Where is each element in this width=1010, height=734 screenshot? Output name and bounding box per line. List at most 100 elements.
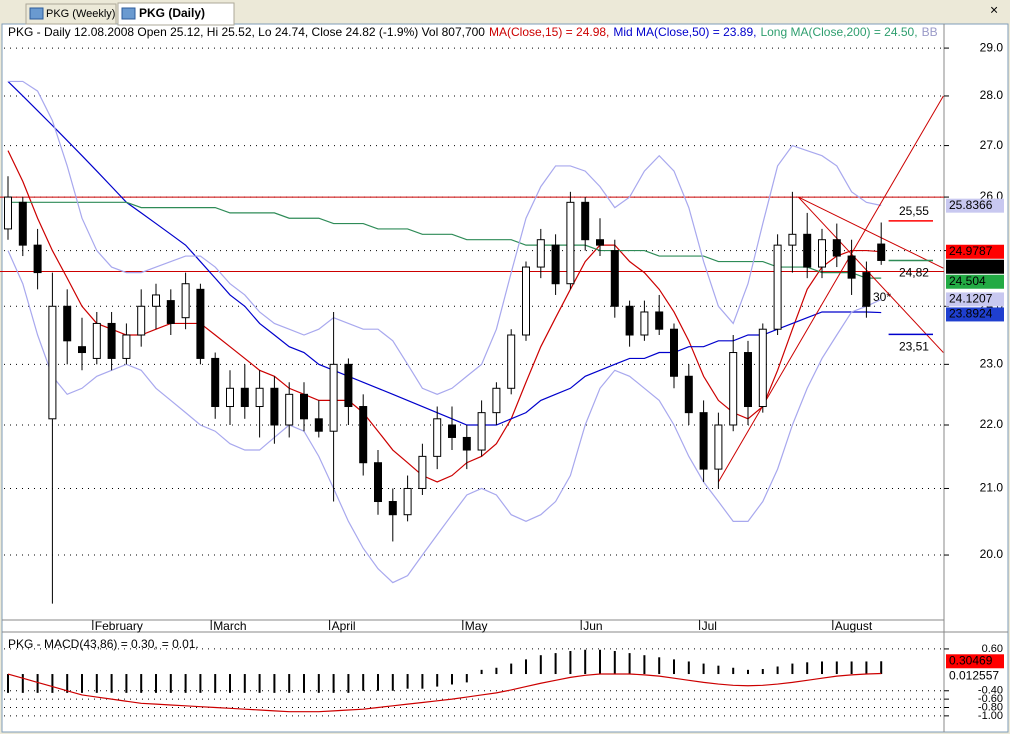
candle-body [448, 424, 456, 438]
macd-bar [214, 674, 217, 693]
macd-bar [362, 674, 365, 691]
tab[interactable]: PKG (Weekly) [25, 3, 117, 25]
candle-body [196, 288, 205, 359]
value-badge [946, 274, 1004, 289]
macd-bar [155, 674, 157, 693]
candle-body [403, 487, 412, 516]
x-tick-label: August [835, 619, 873, 633]
candle-body [566, 201, 575, 285]
header-part: MA(Close,15) = 24.98, [489, 25, 609, 39]
candle-body [211, 357, 220, 408]
value-badge [946, 292, 1004, 307]
trend-line [717, 95, 944, 483]
candle-body [122, 334, 131, 359]
y-tick-label: -0.80 [978, 701, 1003, 713]
header-part: = 0.01. [162, 637, 199, 651]
candle-body [773, 244, 782, 330]
candle-body [270, 387, 279, 426]
y-tick-label: -1.00 [978, 710, 1003, 722]
candle-body [581, 201, 590, 241]
macd-bar [569, 651, 572, 675]
value-badge [946, 669, 1004, 684]
macd-bar [81, 674, 83, 693]
candle-body [610, 250, 619, 307]
candle-body [640, 311, 649, 336]
candle-body [18, 201, 27, 246]
macd-bar [658, 657, 661, 675]
macd-bar [673, 659, 675, 675]
candle-body [670, 328, 678, 377]
indicator-line [8, 201, 882, 279]
candle-body [832, 239, 841, 257]
macd-bar [539, 655, 542, 675]
candle-body [48, 305, 57, 420]
macd-bar [288, 674, 291, 693]
candle-body [803, 233, 812, 268]
macd-bar [451, 674, 453, 685]
tab[interactable]: PKG (Daily) [117, 2, 235, 26]
value-badge [946, 259, 1004, 274]
macd-bar [554, 653, 557, 675]
y-tick-label: 20.0 [980, 547, 1004, 561]
chart-frame [1, 23, 1009, 733]
y-tick-label: 21.0 [980, 481, 1004, 495]
macd-bar [66, 674, 69, 693]
macd-bar [140, 674, 143, 693]
macd-bar [761, 669, 764, 675]
header-part: BB [922, 25, 938, 39]
header-part: PKG - Daily 12.08.2008 Open 25.12, Hi 25… [8, 25, 485, 39]
candle-body [152, 294, 160, 307]
macd-bar [687, 661, 690, 675]
macd-bar [243, 674, 246, 693]
tab-label[interactable]: PKG (Weekly) [46, 8, 115, 20]
macd-bar [273, 674, 276, 693]
candle-body [255, 387, 264, 408]
candle-body [758, 328, 767, 408]
value-badge-label: 24.1207 [949, 292, 993, 306]
x-tick-label: March [213, 619, 246, 633]
close-button[interactable]: × [990, 2, 998, 18]
candle-body [359, 406, 368, 464]
y-tick-label: 29.0 [980, 40, 1004, 54]
macd-bar [465, 674, 468, 683]
macd-bar [880, 661, 883, 675]
candle-body [551, 244, 560, 285]
candle-body [285, 393, 294, 426]
level-label: 24,82 [899, 266, 929, 280]
macd-bar [628, 653, 631, 675]
macd-header: PKG - MACD(43,86) = 0.30, = 0.01. [8, 637, 199, 651]
macd-bar [599, 649, 601, 675]
candle-body [166, 300, 175, 324]
candle-body [137, 305, 146, 336]
candle-body [63, 305, 72, 342]
candle-body [522, 266, 530, 336]
level-label: 25,55 [899, 204, 929, 218]
macd-bar [169, 674, 172, 693]
macd-bar [36, 674, 39, 693]
macd-bar [495, 667, 498, 675]
candle-body [507, 334, 516, 389]
tab-label[interactable]: PKG (Daily) [139, 6, 205, 20]
macd-bar [391, 674, 394, 691]
macd-bar [229, 674, 231, 693]
value-badge-label: 25.8366 [949, 198, 993, 212]
y-tick-label: 27.0 [980, 138, 1004, 152]
candle-body [684, 375, 693, 414]
x-tick-label: May [465, 619, 488, 633]
macd-bar [7, 674, 9, 693]
candle-body [78, 346, 86, 354]
macd-bar [806, 662, 809, 675]
y-tick-label: -0.40 [978, 685, 1003, 697]
value-badge-label: 0.30469 [949, 653, 993, 667]
macd-bar [303, 674, 305, 693]
macd-bar [21, 674, 24, 693]
macd-bar [258, 674, 261, 693]
candle-body [536, 239, 545, 268]
candle-body [433, 418, 442, 457]
candle-body [92, 322, 101, 359]
level-label: 23,51 [899, 340, 929, 354]
price-header: PKG - Daily 12.08.2008 Open 25.12, Hi 25… [8, 25, 938, 39]
candle-body [329, 363, 338, 432]
price-plot [0, 47, 944, 604]
